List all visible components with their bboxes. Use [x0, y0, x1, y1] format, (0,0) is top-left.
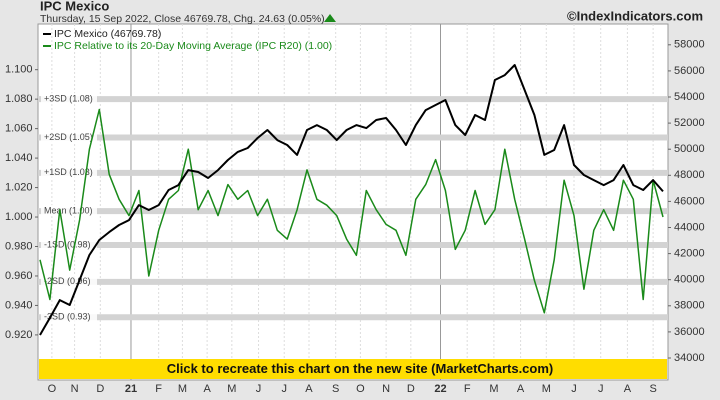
x-tick-label: A [517, 383, 525, 395]
x-tick-label: F [155, 383, 162, 395]
y2-tick-label: 54000 [674, 91, 705, 103]
x-tick-label: J [256, 383, 262, 395]
x-tick-label: A [305, 383, 313, 395]
x-tick-label: M [542, 383, 551, 395]
x-tick-label: 21 [125, 383, 137, 395]
x-tick-label: N [71, 383, 79, 395]
y-tick-label: 1.080 [5, 93, 33, 105]
source: ©IndexIndicators.com [567, 8, 703, 23]
legend-label: IPC Mexico (46769.78) [54, 28, 161, 40]
y2-tick-label: 50000 [674, 143, 705, 155]
y-tick-label: 1.040 [5, 152, 33, 164]
chart-title: IPC Mexico [40, 0, 109, 13]
sd-label: -3SD (0.93) [44, 312, 91, 322]
y-tick-label: 0.940 [5, 299, 33, 311]
legend-label: IPC Relative to its 20-Day Moving Averag… [54, 40, 332, 52]
x-tick-label: M [489, 383, 498, 395]
y2-tick-label: 44000 [674, 221, 705, 233]
x-tick-label: A [203, 383, 211, 395]
subtitle: Thursday, 15 Sep 2022, Close 46769.78, C… [40, 13, 325, 25]
sd-label: -2SD (0.96) [44, 276, 91, 286]
sd-label-bg [41, 311, 97, 323]
x-tick-label: O [356, 383, 365, 395]
y2-tick-label: 36000 [674, 326, 705, 338]
sd-label-bg [41, 239, 97, 251]
x-tick-label: A [624, 383, 632, 395]
axes: O N D 21 F M A M J J A S O N D 22 F M A M J J A S 0.920 0.940 0.96… [5, 39, 705, 395]
sd-label: +1SD (1.03) [44, 167, 93, 177]
sd-label-bg [41, 275, 97, 287]
y-tick-label: 1.100 [5, 64, 33, 76]
y-tick-label: 0.920 [5, 329, 33, 341]
y-tick-label: 1.060 [5, 123, 33, 135]
y2-tick-label: 58000 [674, 39, 705, 51]
sd-label-bg [41, 131, 97, 143]
x-tick-label: S [332, 383, 339, 395]
x-tick-label: J [571, 383, 577, 395]
series-line [39, 64, 664, 336]
y2-tick-label: 48000 [674, 169, 705, 181]
plot-area [37, 23, 669, 381]
x-tick-label: D [407, 383, 415, 395]
x-tick-label: M [227, 383, 236, 395]
x-tick-label: N [382, 383, 390, 395]
lines [39, 64, 664, 336]
y2-tick-label: 38000 [674, 300, 705, 312]
x-tick-label: F [464, 383, 471, 395]
banner-text[interactable]: Click to recreate this chart on the new … [167, 361, 554, 376]
y2-tick-label: 46000 [674, 195, 705, 207]
series-line [39, 108, 664, 314]
grid [51, 24, 654, 380]
x-tick-label: M [178, 383, 187, 395]
sd-label: +2SD (1.05) [44, 132, 93, 142]
x-tick-label: J [282, 383, 288, 395]
banner[interactable]: Click to recreate this chart on the new … [39, 359, 667, 379]
y-tick-label: 1.000 [5, 211, 33, 223]
x-tick-label: S [649, 383, 656, 395]
y2-tick-label: 34000 [674, 352, 705, 364]
y2-tick-label: 40000 [674, 274, 705, 286]
x-tick-label: O [48, 383, 57, 395]
sd-label: -1SD (0.98) [44, 239, 91, 249]
sd-label: +3SD (1.08) [44, 94, 93, 104]
sd-label: Mean (1.00) [44, 206, 93, 216]
sd-label-bg [41, 93, 97, 105]
bands: +3SD (1.08) +2SD (1.05) +1SD (1.03) Mean (1… [38, 93, 668, 323]
y2-tick-label: 56000 [674, 65, 705, 77]
x-tick-label: 22 [434, 383, 446, 395]
sd-label-bg [41, 205, 97, 217]
y2-tick-label: 52000 [674, 117, 705, 129]
x-tick-label: J [598, 383, 604, 395]
y-tick-label: 0.960 [5, 270, 33, 282]
banner-bg[interactable] [39, 359, 667, 379]
y-tick-label: 0.980 [5, 240, 33, 252]
change-arrow [324, 14, 336, 22]
y2-tick-label: 42000 [674, 248, 705, 260]
sd-label-bg [41, 166, 97, 178]
x-tick-label: D [96, 383, 104, 395]
y-tick-label: 1.020 [5, 181, 33, 193]
legend: IPC Mexico (46769.78) IPC Relative to it… [43, 28, 332, 52]
